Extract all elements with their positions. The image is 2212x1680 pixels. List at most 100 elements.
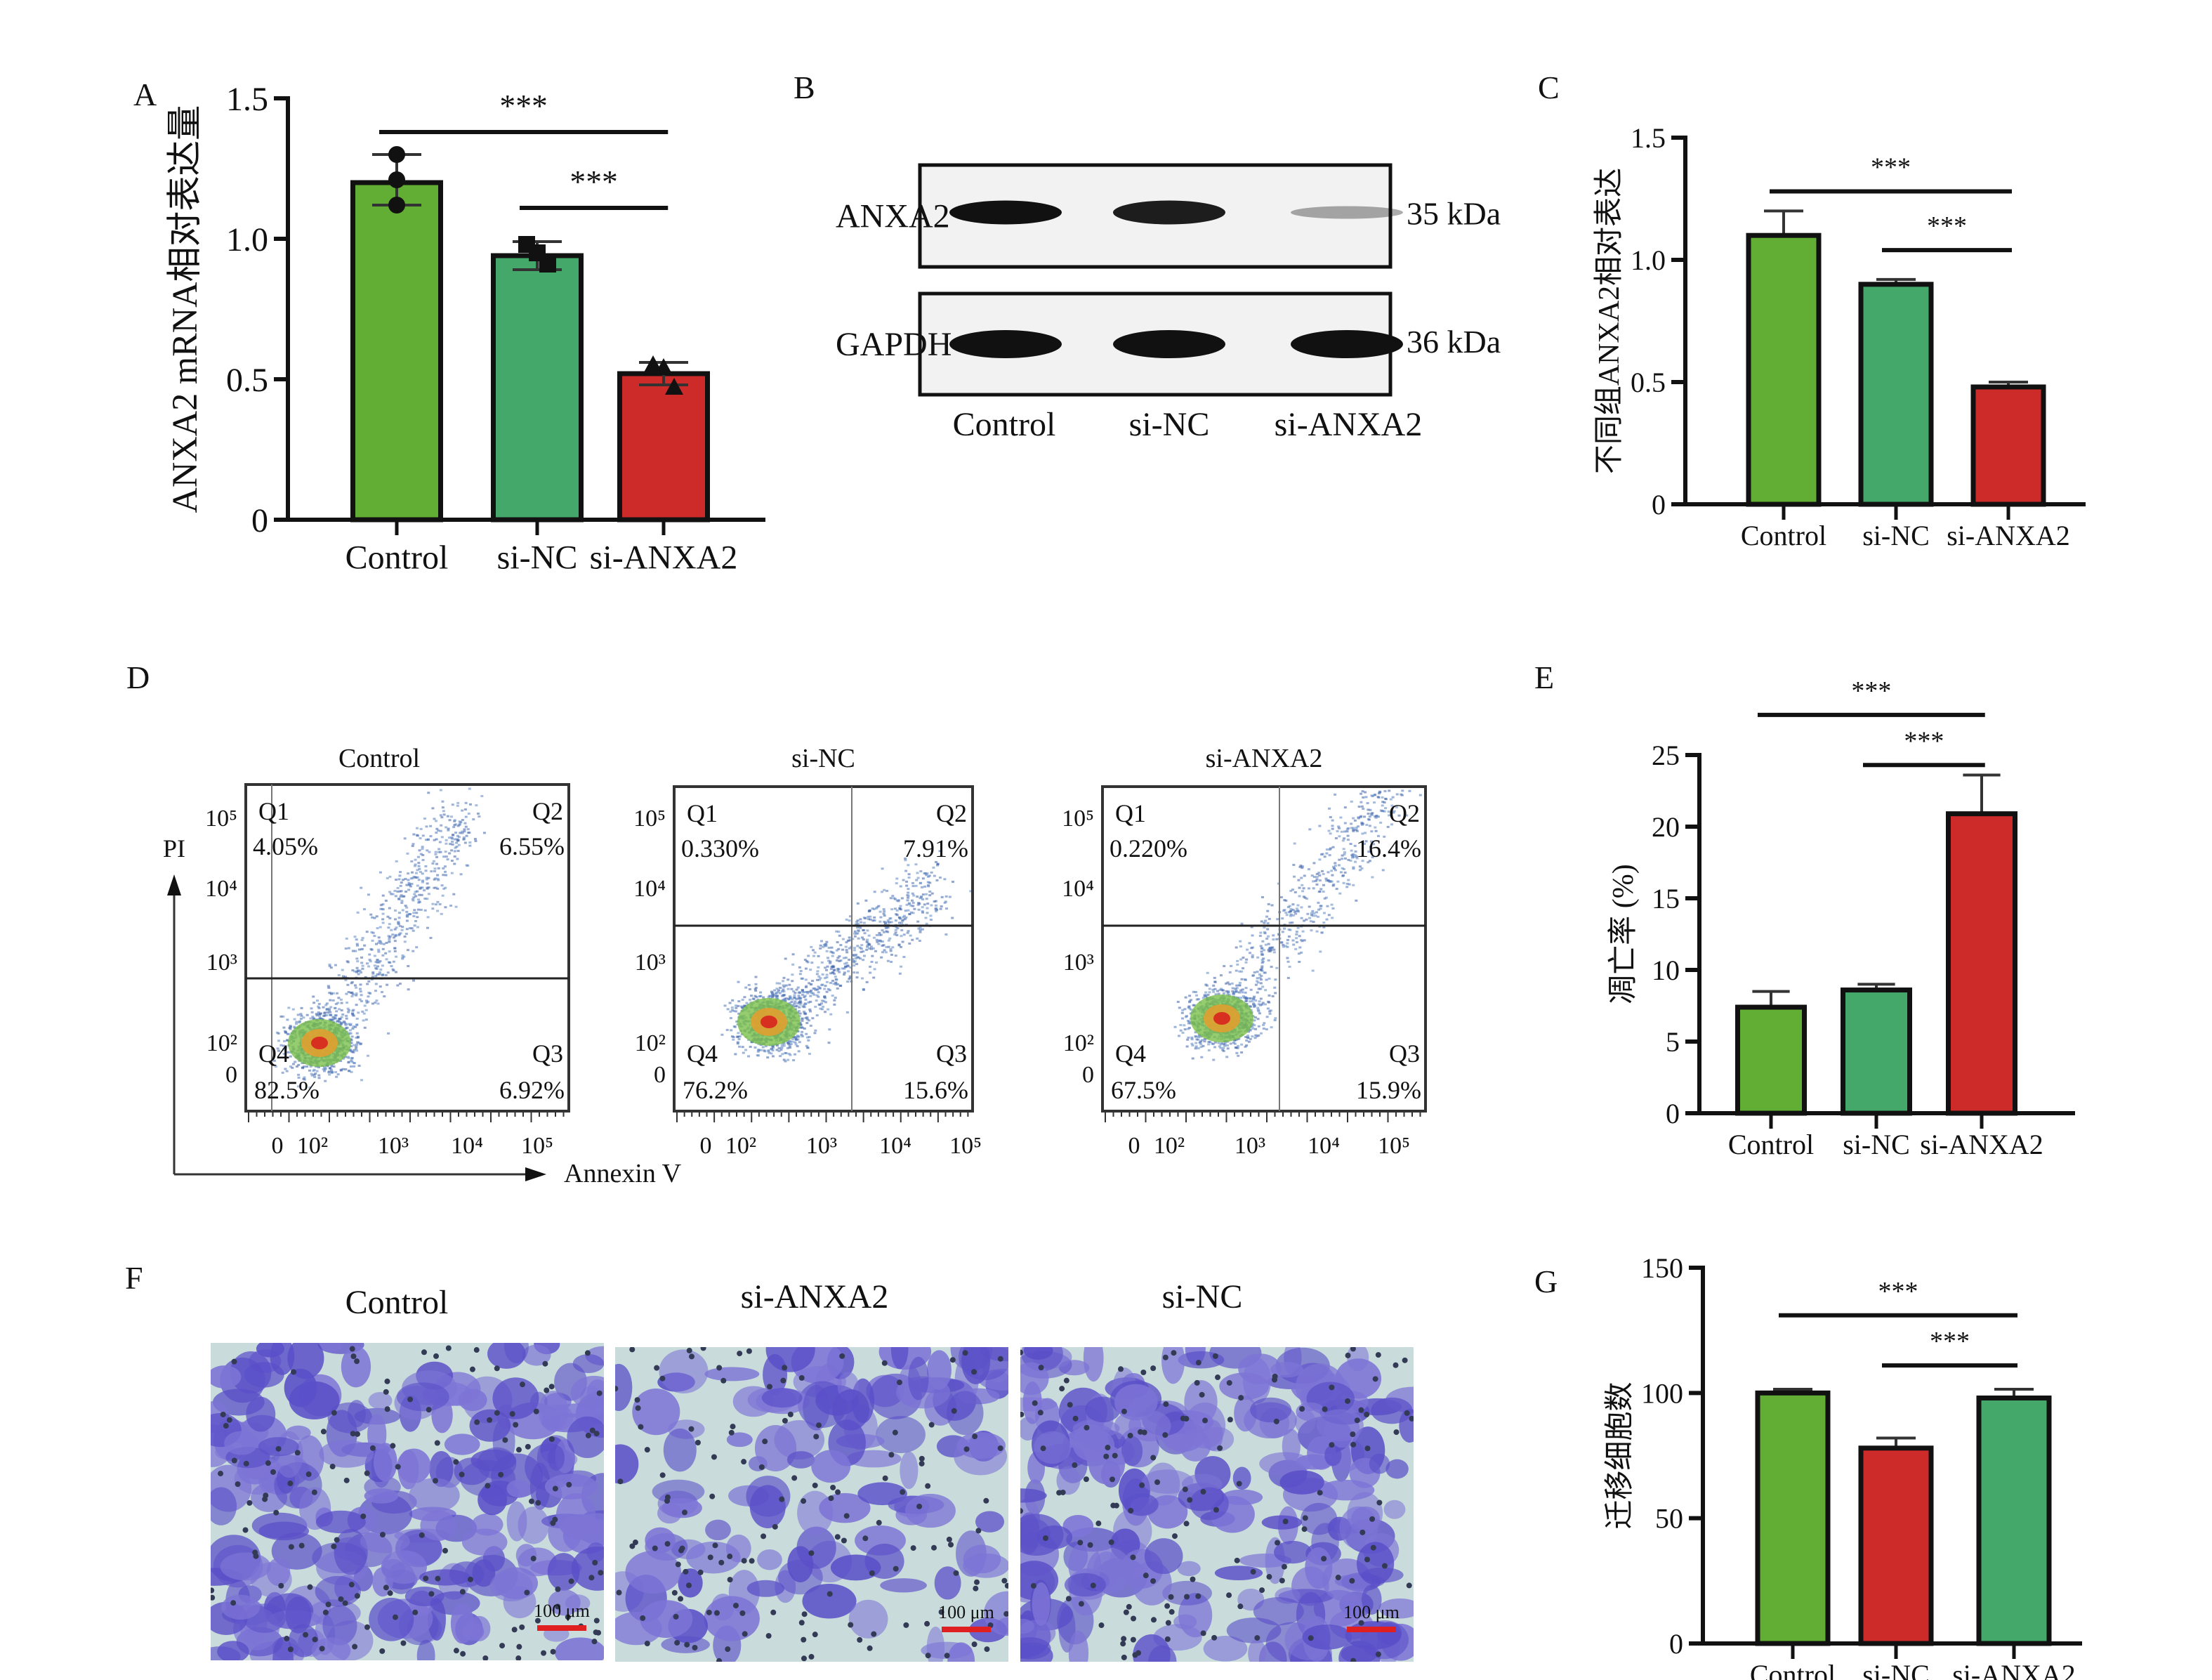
event-dot [410,882,414,885]
event-dot [829,1013,833,1016]
stained-cell [803,1385,830,1431]
event-dot [794,1035,798,1038]
event-dot [437,851,440,853]
membrane-pore [725,1646,731,1653]
event-dot [1274,1017,1277,1020]
event-dot [464,801,468,804]
event-dot [426,898,429,900]
event-dot [1298,865,1302,868]
event-dot [441,806,445,809]
event-dot [862,938,865,940]
blot-size-label: 35 kDa [1407,196,1501,232]
event-dot [395,926,398,929]
event-dot [1282,943,1285,946]
event-dot [1286,976,1290,979]
event-dot [834,983,838,986]
event-dot [351,1013,355,1016]
event-dot [911,885,915,888]
event-dot [398,874,402,877]
event-dot [1376,834,1380,837]
event-dot [943,901,947,904]
event-dot [379,969,383,971]
event-dot [383,995,386,998]
event-dot [475,804,478,807]
event-dot [433,878,436,881]
event-dot [368,959,371,962]
y-tick-label: 100 [1641,1377,1683,1409]
event-dot [1384,797,1388,800]
event-dot [794,1041,797,1044]
quadrant-percent: 67.5% [1111,1076,1176,1104]
event-dot [325,1002,329,1005]
event-dot [1185,1045,1189,1048]
stained-cell [322,1606,357,1646]
event-dot [371,939,374,942]
event-dot [382,943,386,945]
event-dot [1390,823,1394,826]
stained-cell [567,1416,604,1458]
y-axis-label: ANXA2 mRNA相对表达量 [165,105,204,513]
event-dot [823,1011,827,1013]
stained-cell [726,1432,753,1448]
event-dot [785,997,789,1000]
event-dot [1325,918,1329,921]
event-dot [312,1068,316,1071]
event-dot [794,1037,798,1039]
event-dot [1260,920,1263,923]
event-dot [398,890,402,893]
event-dot [423,889,426,892]
event-dot [828,989,831,992]
event-dot [376,965,379,968]
event-dot [365,962,369,965]
event-dot [928,881,932,884]
event-dot [1361,790,1364,793]
event-dot [1352,817,1355,820]
event-dot [1362,796,1365,799]
bar-Control [1746,232,1822,507]
membrane-pore [360,1513,367,1519]
event-dot [900,928,904,931]
event-dot [877,905,881,907]
event-dot [913,907,916,910]
event-dot [790,1001,794,1004]
membrane-pore [320,1429,327,1435]
membrane-pore [392,1614,398,1620]
event-dot [355,957,359,960]
event-dot [434,903,437,906]
event-dot [836,983,840,985]
event-dot [808,1052,811,1055]
event-dot [478,815,481,818]
event-dot [831,995,834,997]
y-tick-label: 10⁵ [205,806,237,832]
bar-si-ANXA2 [1970,384,2046,507]
flow-plot-frame [673,785,974,1113]
event-dot [1284,945,1287,947]
event-dot [1298,935,1301,938]
event-dot [1262,957,1265,960]
event-dot [405,919,409,922]
event-dot [1284,899,1288,902]
event-dot [1267,949,1270,952]
event-dot [1258,1012,1261,1015]
event-dot [1256,980,1259,983]
event-dot [809,969,812,971]
x-tick-label: 10² [725,1133,756,1159]
event-dot [439,829,442,832]
event-dot [875,933,878,936]
membrane-pore [325,1601,331,1608]
y-tick-label: 25 [1652,740,1680,771]
significance-label: *** [1878,1277,1918,1306]
event-dot [791,1004,794,1006]
event-dot [1300,877,1303,879]
x-tick-label: si-ANXA2 [1920,1129,2043,1160]
event-dot [846,939,850,942]
event-dot [877,943,881,945]
event-dot [921,910,924,912]
event-dot [1347,858,1350,861]
event-dot [894,919,897,922]
event-dot [788,983,791,986]
event-dot [1222,1043,1225,1046]
event-dot [1199,1040,1202,1043]
event-dot [820,999,824,1002]
event-dot [872,976,876,979]
